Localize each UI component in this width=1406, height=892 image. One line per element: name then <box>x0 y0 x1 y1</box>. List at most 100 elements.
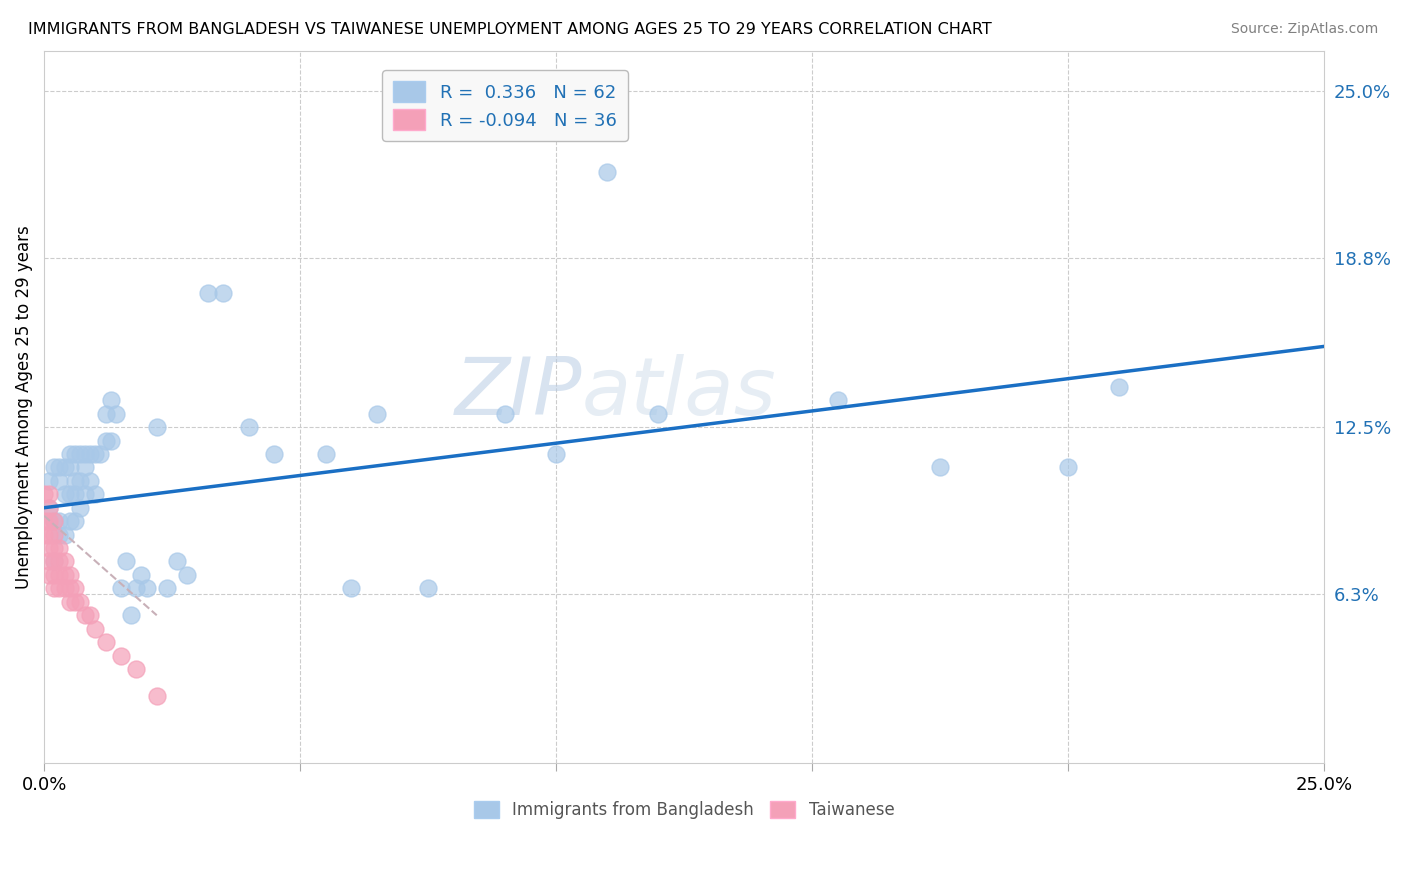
Point <box>494 407 516 421</box>
Point <box>53 568 76 582</box>
Point <box>38 500 60 515</box>
Point <box>38 568 60 582</box>
Point <box>48 514 70 528</box>
Point <box>596 164 619 178</box>
Point <box>84 487 107 501</box>
Point <box>827 393 849 408</box>
Point <box>44 541 66 555</box>
Text: IMMIGRANTS FROM BANGLADESH VS TAIWANESE UNEMPLOYMENT AMONG AGES 25 TO 29 YEARS C: IMMIGRANTS FROM BANGLADESH VS TAIWANESE … <box>28 22 991 37</box>
Point <box>44 460 66 475</box>
Point <box>1108 380 1130 394</box>
Point <box>48 527 70 541</box>
Point <box>59 582 82 596</box>
Point <box>32 514 55 528</box>
Point <box>145 689 167 703</box>
Point <box>38 474 60 488</box>
Point <box>44 514 66 528</box>
Point <box>125 582 148 596</box>
Point <box>125 662 148 676</box>
Point <box>59 568 82 582</box>
Text: ZIP: ZIP <box>454 353 582 432</box>
Point <box>84 622 107 636</box>
Point <box>53 554 76 568</box>
Point <box>110 582 132 596</box>
Point <box>75 487 97 501</box>
Text: atlas: atlas <box>582 353 776 432</box>
Point <box>69 500 91 515</box>
Point <box>63 582 86 596</box>
Point <box>38 514 60 528</box>
Point <box>38 554 60 568</box>
Point <box>59 447 82 461</box>
Point <box>75 608 97 623</box>
Point <box>238 420 260 434</box>
Point <box>63 514 86 528</box>
Point <box>48 460 70 475</box>
Point <box>48 541 70 555</box>
Point <box>44 554 66 568</box>
Point <box>44 527 66 541</box>
Point <box>929 460 952 475</box>
Point <box>84 447 107 461</box>
Point <box>94 635 117 649</box>
Point <box>115 554 138 568</box>
Point <box>53 582 76 596</box>
Point <box>48 582 70 596</box>
Point <box>94 434 117 448</box>
Point <box>53 527 76 541</box>
Point <box>263 447 285 461</box>
Point <box>48 568 70 582</box>
Point <box>89 447 111 461</box>
Point <box>48 554 70 568</box>
Point <box>104 407 127 421</box>
Point <box>315 447 337 461</box>
Point <box>63 595 86 609</box>
Point <box>53 487 76 501</box>
Point <box>110 648 132 663</box>
Point <box>38 500 60 515</box>
Point <box>59 595 82 609</box>
Point <box>32 527 55 541</box>
Point <box>156 582 179 596</box>
Point <box>176 568 198 582</box>
Point <box>69 474 91 488</box>
Point <box>63 487 86 501</box>
Point <box>53 460 76 475</box>
Point <box>79 474 101 488</box>
Point <box>366 407 388 421</box>
Point <box>100 434 122 448</box>
Point <box>145 420 167 434</box>
Point <box>79 608 101 623</box>
Point <box>340 582 363 596</box>
Point <box>38 527 60 541</box>
Point <box>135 582 157 596</box>
Point <box>416 582 439 596</box>
Point <box>38 487 60 501</box>
Point <box>44 554 66 568</box>
Point <box>79 447 101 461</box>
Point <box>38 541 60 555</box>
Point <box>1057 460 1080 475</box>
Point <box>48 474 70 488</box>
Point <box>44 568 66 582</box>
Point <box>75 460 97 475</box>
Point <box>647 407 669 421</box>
Point <box>94 407 117 421</box>
Point <box>59 514 82 528</box>
Point <box>44 582 66 596</box>
Point <box>32 487 55 501</box>
Point <box>59 487 82 501</box>
Point <box>546 447 568 461</box>
Point <box>59 460 82 475</box>
Point <box>69 595 91 609</box>
Legend: Immigrants from Bangladesh, Taiwanese: Immigrants from Bangladesh, Taiwanese <box>467 795 901 826</box>
Point <box>63 474 86 488</box>
Point <box>131 568 153 582</box>
Text: Source: ZipAtlas.com: Source: ZipAtlas.com <box>1230 22 1378 37</box>
Point <box>63 447 86 461</box>
Point <box>75 447 97 461</box>
Point <box>120 608 142 623</box>
Point <box>212 285 235 300</box>
Point <box>197 285 219 300</box>
Point <box>44 514 66 528</box>
